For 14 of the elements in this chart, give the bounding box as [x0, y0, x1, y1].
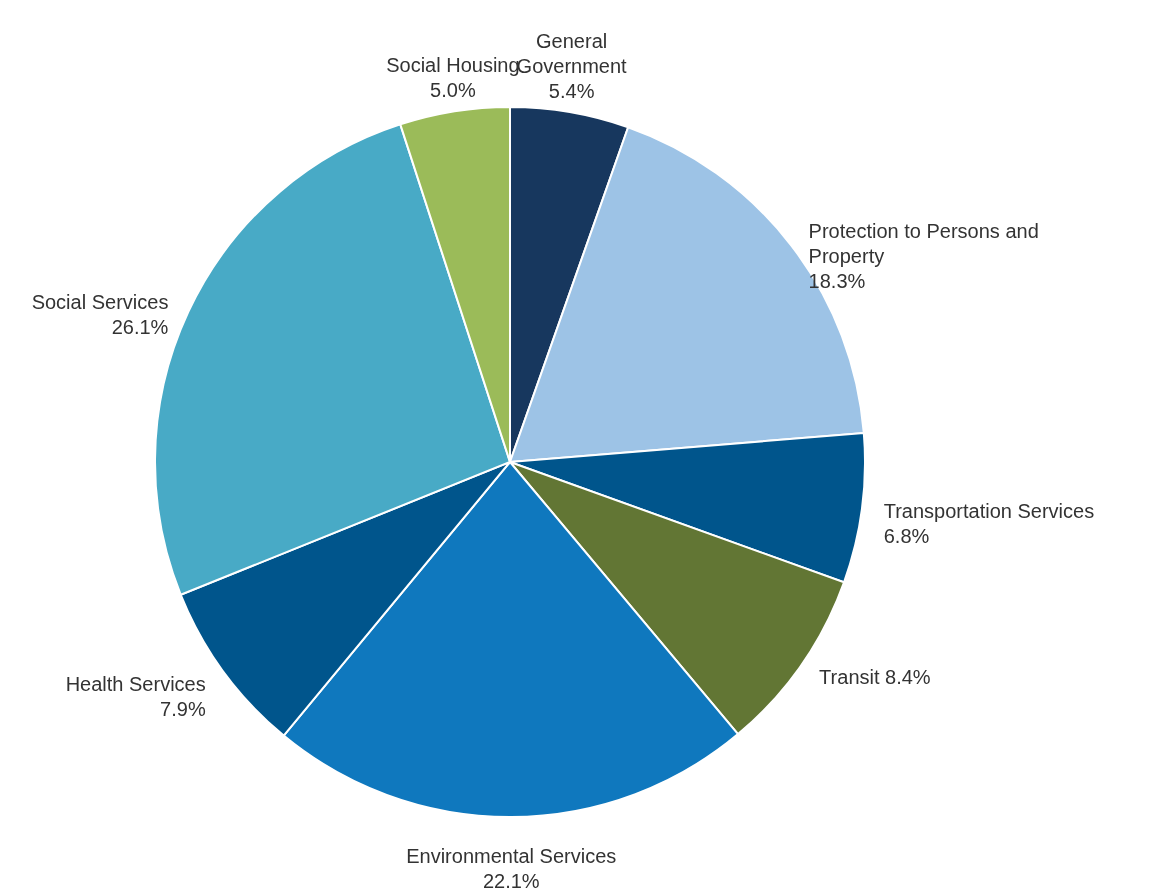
slice-label: Social Housing: [386, 54, 520, 77]
slice-label: Transit 8.4%: [819, 665, 931, 688]
data-label: 7.9%: [160, 697, 206, 720]
data-label: 26.1%: [111, 315, 169, 338]
slice-label: Protection to Persons and Property: [808, 219, 1039, 267]
data-label: 5.4%: [548, 80, 595, 103]
slice-label: Environmental Services: [406, 845, 617, 867]
data-label: 5.0%: [430, 79, 476, 102]
slice-label: Health Services: [65, 672, 206, 695]
data-label: 6.8%: [883, 524, 930, 547]
slice-label: Social Services: [31, 290, 169, 313]
data-label: 22.1%: [482, 870, 540, 891]
slice-label: Transportation Services: [883, 499, 1095, 522]
data-label: 18.3%: [808, 269, 866, 292]
